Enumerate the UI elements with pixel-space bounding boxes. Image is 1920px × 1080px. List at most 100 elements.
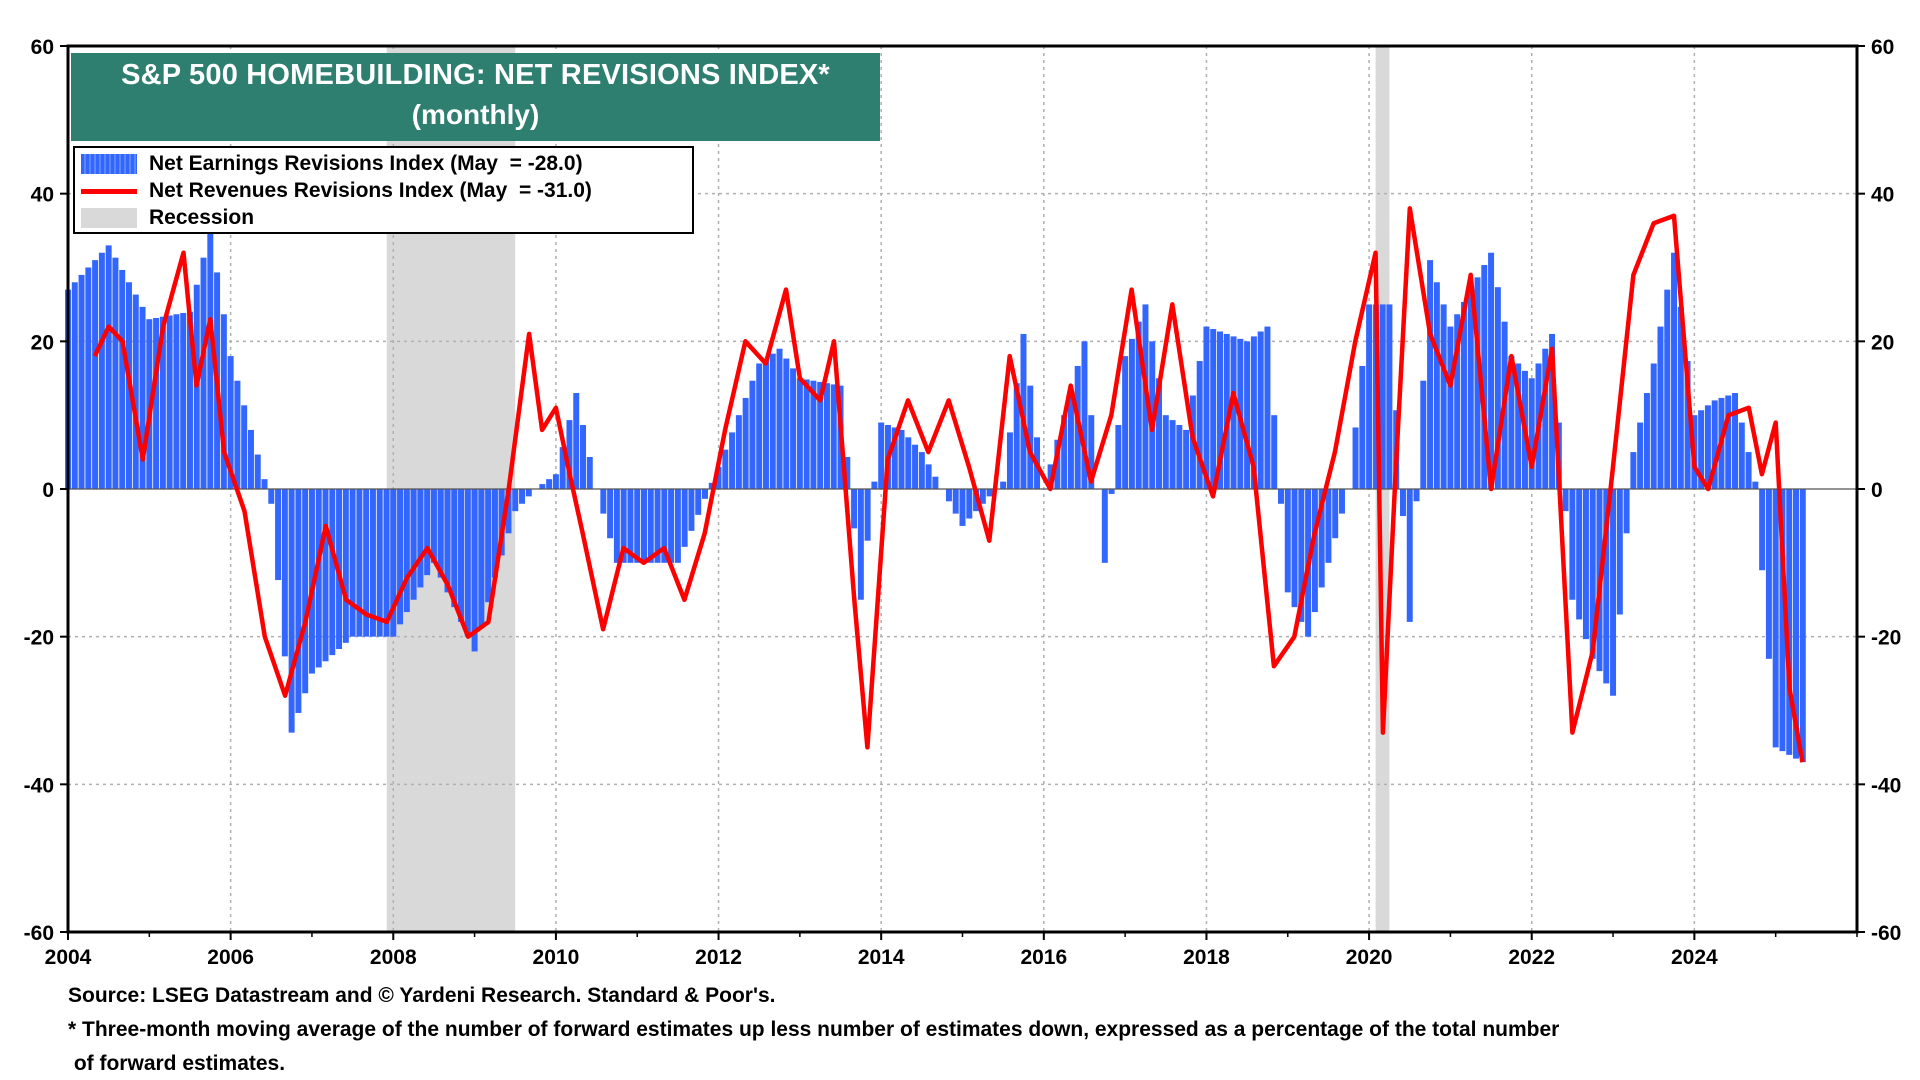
earnings-bar	[1549, 333, 1556, 489]
earnings-bar	[1284, 489, 1291, 593]
earnings-bar	[390, 489, 397, 637]
earnings-bar	[654, 489, 661, 563]
earnings-bar	[580, 425, 587, 489]
earnings-bar	[1433, 282, 1440, 489]
earnings-bar	[830, 384, 837, 489]
earnings-bar	[1738, 422, 1745, 489]
legend-swatch-recession	[81, 208, 137, 228]
earnings-bar	[620, 489, 627, 563]
earnings-bar	[1000, 481, 1007, 489]
x-tick-label: 2010	[533, 946, 580, 969]
y-tick-label-right: -20	[1871, 627, 1901, 650]
earnings-bar	[281, 489, 288, 657]
earnings-bar	[1298, 489, 1305, 622]
earnings-bar	[1494, 287, 1501, 489]
y-tick-label-left: -60	[24, 922, 54, 945]
earnings-bar	[1061, 415, 1068, 489]
x-tick-label: 2006	[207, 946, 254, 969]
earnings-bar	[959, 489, 966, 526]
earnings-bar	[871, 481, 878, 489]
legend-item-revenues: Net Revenues Revisions Index (May = -31.…	[81, 178, 592, 204]
earnings-bar	[1379, 304, 1386, 489]
earnings-bar	[1427, 260, 1434, 489]
earnings-bar	[1006, 432, 1013, 489]
earnings-bar	[451, 489, 458, 608]
earnings-bar	[1088, 415, 1095, 489]
earnings-bar	[796, 378, 803, 489]
earnings-bar	[1406, 489, 1413, 622]
y-tick-label-right: -60	[1871, 922, 1901, 945]
earnings-bar	[979, 489, 986, 504]
earnings-bar	[668, 489, 675, 563]
y-axis-left: 60 40 20 0 -20 -40 -60	[24, 36, 68, 945]
earnings-bar	[356, 489, 363, 637]
earnings-bar	[234, 380, 241, 489]
earnings-bar	[1359, 365, 1366, 489]
x-axis: 2004 2006 2008 2010 2012 2014 2016 2018 2020 2022…	[45, 932, 1858, 969]
x-tick-label: 2022	[1508, 946, 1555, 969]
earnings-bar	[1278, 489, 1284, 504]
earnings-bar	[1122, 356, 1129, 489]
y-tick-label-right: 40	[1871, 184, 1894, 207]
earnings-bar	[647, 489, 654, 563]
earnings-bar	[437, 489, 444, 578]
earnings-bar	[1318, 489, 1325, 588]
earnings-bar	[1027, 385, 1034, 489]
earnings-bar	[403, 489, 410, 613]
earnings-bar	[105, 245, 112, 489]
earnings-bar	[329, 489, 336, 656]
earnings-bar	[769, 353, 776, 489]
earnings-bar	[857, 489, 864, 600]
earnings-bar	[1420, 380, 1427, 489]
earnings-bar	[444, 489, 451, 593]
y-tick-label-left: 60	[31, 36, 54, 59]
earnings-bar	[810, 380, 817, 489]
earnings-bar	[1610, 489, 1617, 696]
earnings-bar	[261, 479, 268, 489]
earnings-bar	[268, 489, 275, 504]
earnings-bar	[1203, 326, 1210, 489]
earnings-bar	[288, 489, 295, 733]
earnings-bar	[1765, 489, 1772, 659]
earnings-bar	[1108, 489, 1115, 494]
earnings-bar	[200, 257, 207, 489]
earnings-bar	[1183, 429, 1190, 489]
earnings-bar	[1176, 425, 1183, 489]
earnings-bar	[1732, 393, 1739, 489]
earnings-bar	[1515, 363, 1522, 489]
earnings-bar	[803, 379, 810, 489]
earnings-bar	[661, 489, 668, 563]
earnings-bar	[1067, 390, 1074, 489]
earnings-bar	[1725, 395, 1732, 489]
earnings-bar	[302, 489, 309, 694]
earnings-bar	[1115, 425, 1122, 489]
earnings-bar	[607, 489, 614, 539]
earnings-bar	[424, 489, 431, 576]
earnings-bar	[891, 427, 898, 489]
earnings-bar	[478, 489, 485, 627]
y-tick-label-left: 0	[42, 479, 54, 502]
chart-subtitle: (monthly)	[411, 99, 540, 130]
earnings-bars	[65, 230, 1806, 763]
earnings-bar	[783, 358, 790, 489]
x-tick-label: 2014	[858, 946, 905, 969]
earnings-bar	[139, 306, 146, 489]
earnings-bar	[342, 489, 349, 643]
earnings-bar	[1338, 489, 1345, 514]
earnings-bar	[573, 393, 580, 489]
earnings-bar	[519, 489, 526, 504]
earnings-bar	[1664, 289, 1671, 489]
earnings-bar	[1230, 336, 1237, 489]
earnings-bar	[1759, 489, 1766, 571]
earnings-bar	[1460, 301, 1467, 489]
earnings-bar	[98, 252, 105, 489]
earnings-bar	[1630, 452, 1637, 489]
earnings-bar	[315, 489, 322, 668]
earnings-bar	[1128, 338, 1135, 489]
y-tick-label-right: 20	[1871, 331, 1894, 354]
earnings-bar	[78, 274, 85, 489]
y-tick-label-left: -20	[24, 627, 54, 650]
earnings-bar	[817, 381, 824, 489]
earnings-bar	[275, 489, 282, 581]
earnings-bar	[1081, 341, 1088, 489]
